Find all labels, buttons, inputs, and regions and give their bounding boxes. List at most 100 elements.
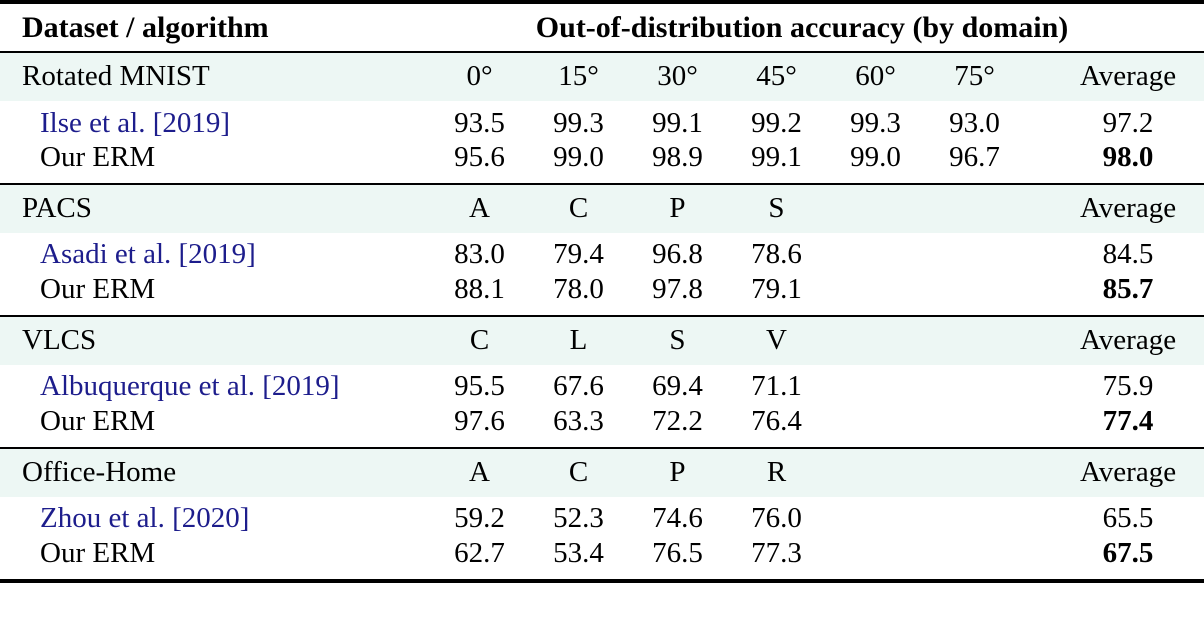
score-cell: 88.1: [454, 272, 505, 305]
score-cell: 69.4: [652, 370, 703, 403]
average-cell: 98.0: [1102, 141, 1154, 173]
section-header-row: VLCS C L S V Average: [0, 315, 1204, 365]
score-cell: [925, 365, 1024, 406]
score-cell: 78.6: [751, 238, 802, 271]
average-cell: 85.7: [1102, 272, 1154, 305]
citation-link[interactable]: Ilse et al. [2019]: [40, 106, 231, 139]
domain-label: S: [768, 191, 785, 224]
score-cell: [826, 497, 925, 538]
domain-label: A: [469, 191, 490, 224]
method-name-cell: Albuquerque et al. [2019]: [0, 365, 430, 406]
section-header-row: PACS A C P S Average: [0, 183, 1204, 233]
score-cell: 62.7: [454, 536, 505, 569]
score-cell: 52.3: [553, 502, 604, 535]
score-cell: 78.0: [553, 272, 604, 305]
score-cell: [925, 274, 1024, 316]
domain-label: [826, 316, 925, 365]
citation-link[interactable]: Asadi et al. [2019]: [40, 238, 256, 271]
domain-label: A: [469, 455, 490, 488]
score-cell: 99.1: [652, 106, 703, 139]
score-cell: 95.5: [454, 370, 505, 403]
table-header-row: Dataset / algorithm Out-of-distribution …: [0, 2, 1204, 52]
score-cell: [925, 497, 1024, 538]
method-row: Our ERM 88.1 78.0 97.8 79.1 85.7: [0, 272, 1204, 316]
score-cell: 63.3: [553, 404, 604, 437]
dataset-name: PACS: [22, 191, 92, 224]
score-cell: 98.9: [652, 141, 703, 173]
table-header: Dataset / algorithm Out-of-distribution …: [0, 2, 1204, 52]
domain-label: 0°: [466, 60, 493, 93]
results-table: Dataset / algorithm Out-of-distribution …: [0, 0, 1204, 583]
domain-label: C: [568, 455, 589, 488]
score-cell: 99.3: [850, 106, 901, 139]
average-cell: 67.5: [1102, 536, 1154, 569]
citation-link[interactable]: Zhou et al. [2020]: [40, 502, 250, 535]
average-label: Average: [1080, 60, 1177, 93]
ood-accuracy-header: Out-of-distribution accuracy (by domain): [535, 11, 1069, 44]
method-name-cell: Zhou et al. [2020]: [0, 497, 430, 538]
domain-label: R: [766, 455, 787, 488]
domain-label: [925, 184, 1024, 233]
method-row: Our ERM 97.6 63.3 72.2 76.4 77.4: [0, 404, 1204, 448]
average-cell: 77.4: [1102, 404, 1154, 437]
domain-label: 15°: [558, 60, 599, 93]
method-name-cell: Our ERM: [40, 404, 156, 437]
citation-link[interactable]: Albuquerque et al. [2019]: [40, 370, 340, 403]
section-header-row: Office-Home A C P R Average: [0, 447, 1204, 497]
score-cell: 97.6: [454, 404, 505, 437]
average-cell: 97.2: [1102, 106, 1154, 139]
average-cell: 65.5: [1102, 502, 1154, 535]
score-cell: 93.5: [454, 106, 505, 139]
score-cell: 76.0: [751, 502, 802, 535]
average-label: Average: [1080, 323, 1177, 356]
score-cell: 76.4: [751, 404, 802, 437]
section-rotated-mnist: Rotated MNIST 0° 15° 30° 45° 60° 75° Ave…: [0, 52, 1204, 184]
score-cell: 59.2: [454, 502, 505, 535]
score-cell: 99.3: [553, 106, 604, 139]
score-cell: 72.2: [652, 404, 703, 437]
dataset-name: Office-Home: [22, 455, 177, 488]
domain-label: 45°: [756, 60, 797, 93]
domain-label: [826, 448, 925, 497]
score-cell: 67.6: [553, 370, 604, 403]
method-name-cell: Our ERM: [40, 141, 156, 173]
score-cell: 71.1: [751, 370, 802, 403]
score-cell: [826, 233, 925, 274]
method-row: Ilse et al. [2019] 93.5 99.3 99.1 99.2 9…: [0, 101, 1204, 142]
dataset-algorithm-header: Dataset / algorithm: [22, 11, 269, 44]
score-cell: 53.4: [553, 536, 604, 569]
score-cell: [925, 233, 1024, 274]
method-row: Asadi et al. [2019] 83.0 79.4 96.8 78.6 …: [0, 233, 1204, 274]
domain-label: [925, 316, 1024, 365]
method-name-cell: Our ERM: [40, 536, 156, 569]
domain-label: L: [569, 323, 588, 356]
score-cell: 99.0: [553, 141, 604, 173]
score-cell: 99.2: [751, 106, 802, 139]
method-row: Albuquerque et al. [2019] 95.5 67.6 69.4…: [0, 365, 1204, 406]
score-cell: 95.6: [454, 141, 505, 173]
domain-label: V: [766, 323, 787, 356]
score-cell: 76.5: [652, 536, 703, 569]
domain-label: [826, 184, 925, 233]
average-cell: 84.5: [1102, 238, 1154, 271]
dataset-name: Rotated MNIST: [22, 60, 210, 93]
score-cell: 96.8: [652, 238, 703, 271]
domain-label: 75°: [954, 60, 995, 93]
method-row: Our ERM 95.6 99.0 98.9 99.1 99.0 96.7 98…: [0, 141, 1204, 184]
score-cell: 77.3: [751, 536, 802, 569]
domain-label: P: [669, 455, 686, 488]
domain-label: [925, 448, 1024, 497]
score-cell: [826, 365, 925, 406]
score-cell: 74.6: [652, 502, 703, 535]
score-cell: [826, 538, 925, 581]
score-cell: 79.1: [751, 272, 802, 305]
score-cell: [826, 406, 925, 448]
method-name-cell: Ilse et al. [2019]: [0, 101, 430, 142]
score-cell: 96.7: [949, 141, 1000, 173]
score-cell: [925, 538, 1024, 581]
score-cell: 97.8: [652, 272, 703, 305]
average-label: Average: [1080, 455, 1177, 488]
score-cell: [925, 406, 1024, 448]
domain-label: S: [669, 323, 686, 356]
domain-label: P: [669, 191, 686, 224]
